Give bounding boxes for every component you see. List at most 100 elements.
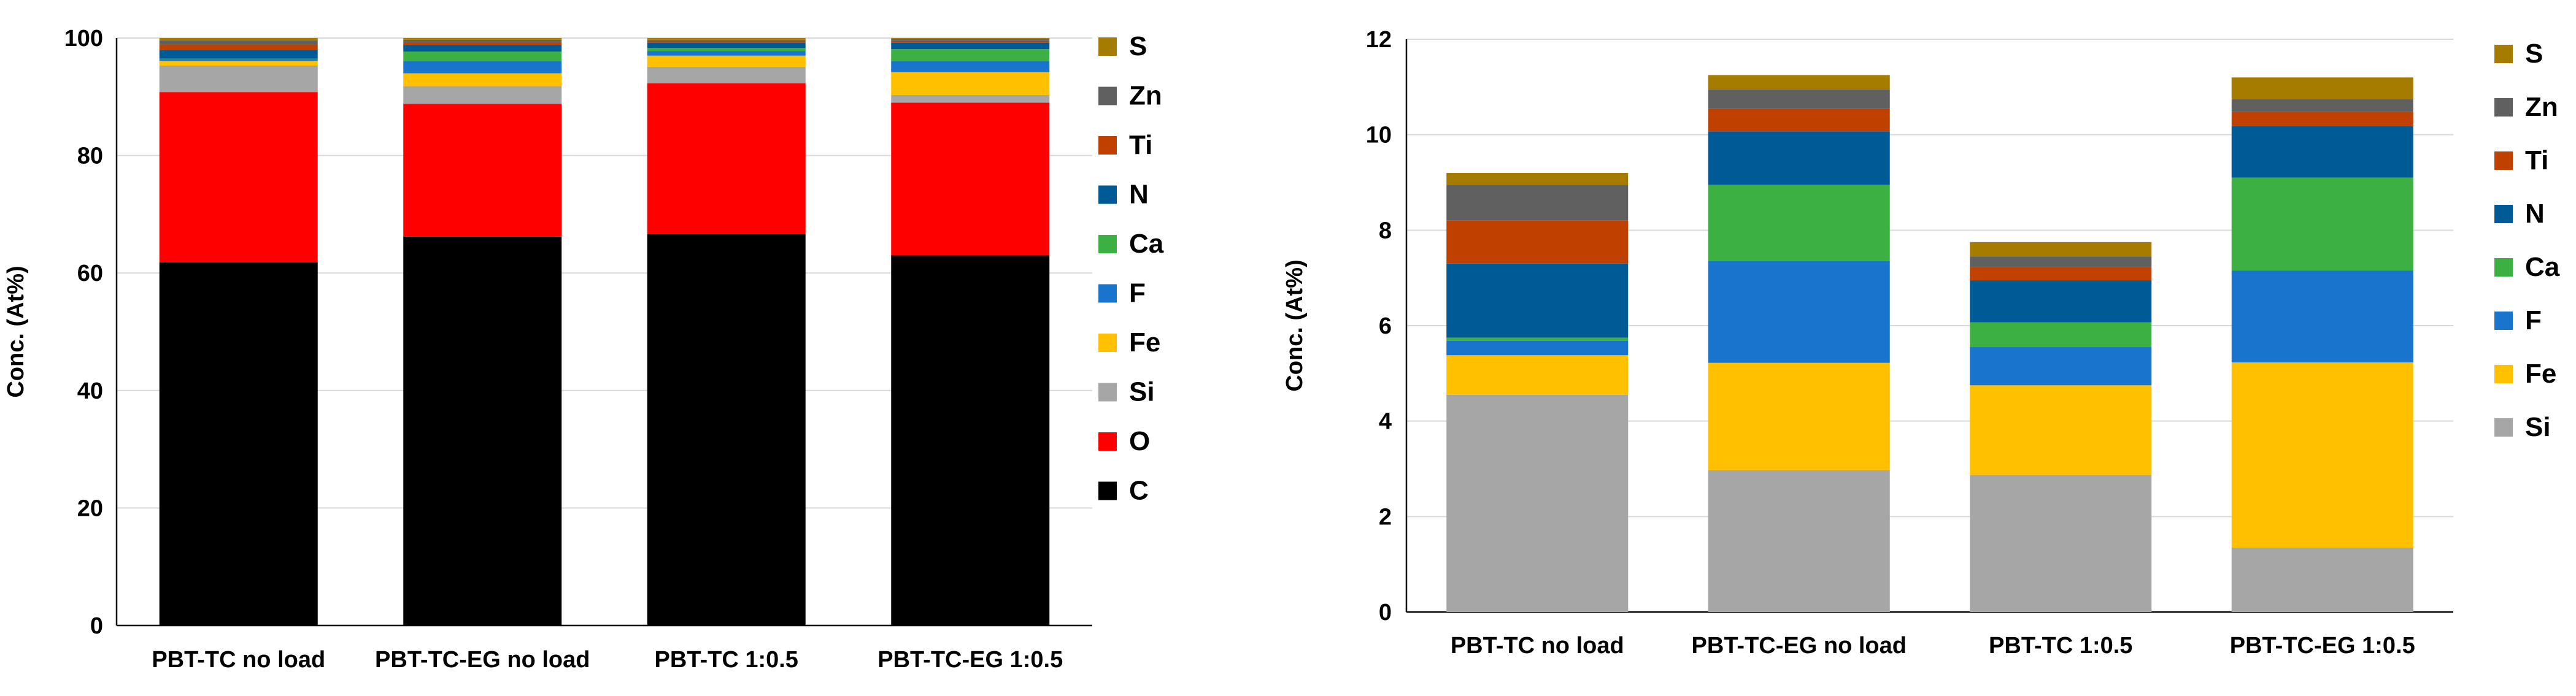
left-bar-pbt-tc-no-load-n [159, 50, 318, 59]
right-bar-pbt-tc-1-0-5-si [1970, 475, 2152, 612]
right-xtick-label-pbt-tc-eg-1-0-5: PBT-TC-EG 1:0.5 [2230, 633, 2415, 659]
left-bar-pbt-tc-no-load-si [159, 66, 318, 93]
left-legend-swatch-zn [1098, 86, 1117, 105]
right-ytick-label-10: 10 [1366, 123, 1392, 148]
left-legend-label-ca: Ca [1129, 229, 1164, 259]
right-bar-pbt-tc-eg-1-0-5-zn [2231, 99, 2413, 112]
right-bar-pbt-tc-eg-1-0-5-s [2231, 77, 2413, 99]
left-ytick-label-20: 20 [77, 495, 103, 521]
left-legend-label-o: O [1129, 426, 1150, 456]
left-bar-pbt-tc-no-load-s [159, 38, 318, 40]
right-bar-pbt-tc-eg-no-load-si [1708, 470, 1890, 612]
right-ytick-label-12: 12 [1366, 27, 1392, 53]
chart-right-trace-elements: 0 2 4 6 8 10 12 Conc. (At%) PBT-TC no load PBT-TC… [1282, 27, 2560, 659]
left-bar-pbt-tc-no-load-fe [159, 61, 318, 66]
left-legend-swatch-fe [1098, 334, 1117, 352]
right-bar-pbt-tc-no-load-ti [1446, 220, 1629, 264]
right-bar-pbt-tc-eg-no-load-s [1708, 75, 1890, 90]
left-ytick-label-80: 80 [77, 143, 103, 169]
right-legend-swatch-si [2494, 418, 2513, 437]
chart-left-all-elements: 0 20 40 60 80 100 Conc. (At%) PBT-TC no load PBT… [3, 26, 1164, 673]
left-bar-pbt-tc-eg-no-load-ca [403, 52, 562, 61]
left-legend-swatch-c [1098, 481, 1117, 500]
right-legend-label-fe: Fe [2525, 359, 2556, 389]
left-bar-pbt-tc-eg-1-0-5-fe [891, 72, 1050, 95]
right-xtick-label-pbt-tc-no-load: PBT-TC no load [1451, 633, 1624, 659]
left-bar-pbt-tc-eg-no-load-zn [403, 39, 562, 42]
right-ytick-label-4: 4 [1379, 409, 1392, 435]
right-bar-pbt-tc-1-0-5-ca [1970, 322, 2152, 348]
left-legend-swatch-n [1098, 185, 1117, 204]
left-ytick-label-60: 60 [77, 261, 103, 286]
right-xtick-label-pbt-tc-1-0-5: PBT-TC 1:0.5 [1989, 633, 2132, 659]
left-legend-label-n: N [1129, 180, 1149, 210]
left-bar-pbt-tc-eg-1-0-5-s [891, 38, 1050, 39]
left-bar-pbt-tc-eg-1-0-5-ti [891, 40, 1050, 43]
right-bar-pbt-tc-eg-1-0-5-ca [2231, 177, 2413, 271]
left-xtick-label-pbt-tc-eg-no-load: PBT-TC-EG no load [375, 647, 590, 673]
left-bar-pbt-tc-eg-no-load-n [403, 45, 562, 52]
left-bar-pbt-tc-eg-no-load-c [403, 236, 562, 626]
left-bar-pbt-tc-eg-no-load-fe [403, 73, 562, 86]
left-bar-pbt-tc-1-0-5-zn [647, 39, 806, 41]
left-bar-pbt-tc-eg-1-0-5-f [891, 61, 1050, 72]
left-bar-pbt-tc-eg-no-load-si [403, 86, 562, 104]
right-bar-pbt-tc-eg-1-0-5-si [2231, 547, 2413, 612]
right-bar-pbt-tc-eg-no-load-ti [1708, 108, 1890, 132]
left-legend-label-c: C [1129, 476, 1149, 506]
left-bar-pbt-tc-eg-1-0-5-si [891, 94, 1050, 103]
right-bar-pbt-tc-1-0-5-f [1970, 347, 2152, 386]
right-legend-swatch-s [2494, 45, 2513, 63]
right-ytick-label-8: 8 [1379, 218, 1392, 243]
right-legend-swatch-zn [2494, 98, 2513, 117]
left-bar-pbt-tc-1-0-5-o [647, 83, 806, 234]
right-legend-swatch-f [2494, 312, 2513, 330]
left-legend-swatch-si [1098, 383, 1117, 402]
right-bar-pbt-tc-eg-1-0-5-fe [2231, 362, 2413, 548]
right-bar-pbt-tc-eg-no-load-ca [1708, 185, 1890, 261]
left-bar-pbt-tc-eg-1-0-5-o [891, 102, 1050, 256]
left-legend-label-si: Si [1129, 377, 1155, 407]
left-bar-pbt-tc-eg-no-load-o [403, 104, 562, 237]
right-ytick-label-2: 2 [1379, 504, 1392, 530]
left-legend-swatch-ca [1098, 235, 1117, 253]
left-bar-pbt-tc-1-0-5-s [647, 38, 806, 40]
left-legend-label-zn: Zn [1129, 81, 1162, 111]
left-bar-pbt-tc-eg-no-load-ti [403, 42, 562, 45]
right-ytick-label-0: 0 [1379, 600, 1392, 625]
right-bar-pbt-tc-1-0-5-s [1970, 242, 2152, 257]
right-bar-pbt-tc-no-load-si [1446, 394, 1629, 612]
left-bar-pbt-tc-no-load-c [159, 262, 318, 625]
right-legend-swatch-ti [2494, 151, 2513, 170]
right-bar-pbt-tc-no-load-zn [1446, 185, 1629, 221]
left-bar-pbt-tc-1-0-5-f [647, 51, 806, 56]
left-bar-pbt-tc-no-load-zn [159, 40, 318, 45]
left-bar-pbt-tc-eg-no-load-s [403, 38, 562, 40]
right-ylabel: Conc. (At%) [1282, 259, 1308, 391]
right-bar-pbt-tc-eg-no-load-fe [1708, 362, 1890, 470]
left-legend-swatch-f [1098, 284, 1117, 303]
right-legend-label-ti: Ti [2525, 145, 2548, 175]
right-bar-pbt-tc-1-0-5-fe [1970, 385, 2152, 475]
right-bar-pbt-tc-no-load-fe [1446, 355, 1629, 395]
left-legend-label-fe: Fe [1129, 327, 1160, 358]
left-legend-label-ti: Ti [1129, 130, 1152, 160]
right-legend-label-zn: Zn [2525, 92, 2558, 122]
left-bar-pbt-tc-no-load-f [159, 59, 318, 61]
left-bar-pbt-tc-1-0-5-n [647, 42, 806, 48]
left-bar-pbt-tc-eg-1-0-5-zn [891, 39, 1050, 41]
right-bar-pbt-tc-eg-no-load-f [1708, 261, 1890, 363]
right-legend-label-ca: Ca [2525, 252, 2560, 282]
right-ytick-label-6: 6 [1379, 313, 1392, 339]
left-bar-pbt-tc-1-0-5-ti [647, 40, 806, 43]
left-ytick-label-0: 0 [90, 613, 103, 639]
left-legend-swatch-s [1098, 37, 1117, 56]
right-legend-label-n: N [2525, 199, 2545, 229]
left-legend-swatch-o [1098, 432, 1117, 451]
right-bar-pbt-tc-1-0-5-n [1970, 280, 2152, 323]
right-legend-swatch-fe [2494, 365, 2513, 383]
right-legend-label-f: F [2525, 305, 2542, 335]
right-bar-pbt-tc-eg-no-load-n [1708, 131, 1890, 185]
left-bar-pbt-tc-1-0-5-si [647, 66, 806, 83]
